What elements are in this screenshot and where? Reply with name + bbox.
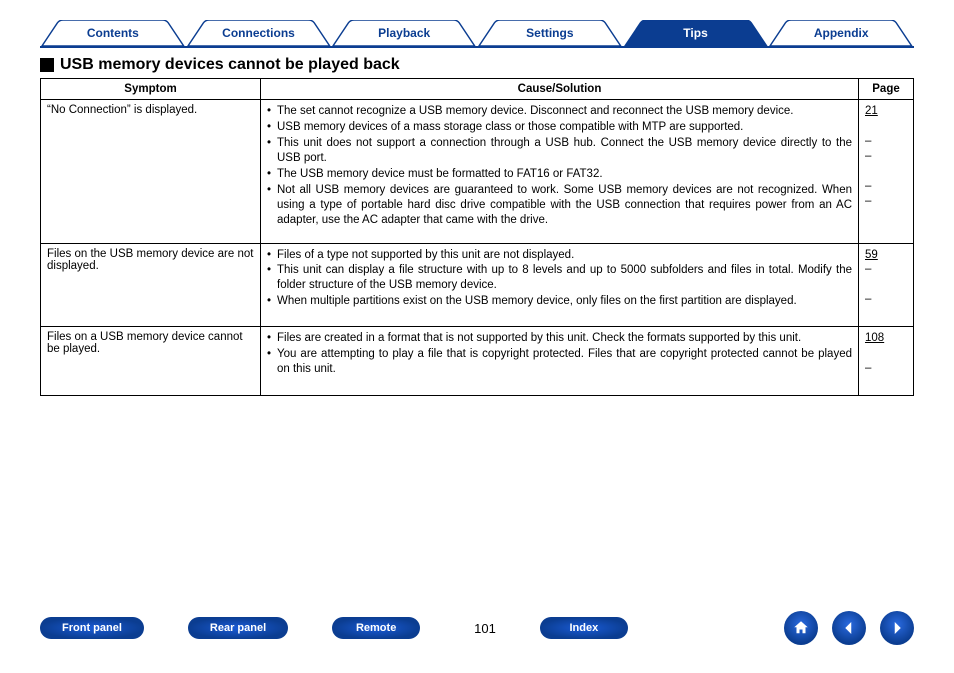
cause-item: Not all USB memory devices are guarantee… [267, 183, 852, 228]
page-dash: – [865, 262, 907, 277]
col-page: Page [859, 79, 914, 100]
cause-item: The USB memory device must be formatted … [267, 167, 852, 182]
table-row: “No Connection” is displayed. The set can… [41, 100, 914, 244]
cause-item: Files are created in a format that is no… [267, 331, 852, 346]
symptom-cell: Files on a USB memory device cannot be p… [41, 327, 261, 396]
forward-icon[interactable] [880, 611, 914, 645]
cause-item: USB memory devices of a mass storage cla… [267, 120, 852, 135]
index-button[interactable]: Index [540, 617, 628, 639]
table-row: Files on a USB memory device cannot be p… [41, 327, 914, 396]
heading-text: USB memory devices cannot be played back [60, 56, 400, 74]
page-link[interactable]: 108 [865, 331, 907, 346]
cause-item: This unit does not support a connection … [267, 136, 852, 166]
symptom-cell: Files on the USB memory device are not d… [41, 243, 261, 327]
cause-cell: Files are created in a format that is no… [261, 327, 859, 396]
troubleshoot-table: Symptom Cause/Solution Page “No Connecti… [40, 78, 914, 396]
page-dash: – [865, 194, 907, 209]
bottom-nav: Front panel Rear panel Remote 101 Index [40, 611, 914, 645]
cause-item: The set cannot recognize a USB memory de… [267, 104, 852, 119]
back-icon[interactable] [832, 611, 866, 645]
symptom-cell: “No Connection” is displayed. [41, 100, 261, 244]
cause-cell: Files of a type not supported by this un… [261, 243, 859, 327]
page-link[interactable]: 59 [865, 248, 907, 263]
heading-square-icon [40, 58, 54, 72]
page-dash: – [865, 179, 907, 194]
tab-playback[interactable]: Playback [331, 20, 477, 46]
rear-panel-button[interactable]: Rear panel [188, 617, 288, 639]
page-number: 101 [474, 621, 496, 636]
cause-cell: The set cannot recognize a USB memory de… [261, 100, 859, 244]
page-dash: – [865, 149, 907, 164]
page-dash: – [865, 134, 907, 149]
section-heading: USB memory devices cannot be played back [40, 56, 914, 74]
page-cell: 59–– [859, 243, 914, 327]
col-cause: Cause/Solution [261, 79, 859, 100]
tab-label: Settings [526, 26, 573, 40]
tab-contents[interactable]: Contents [40, 20, 186, 46]
page-dash: – [865, 292, 907, 307]
front-panel-button[interactable]: Front panel [40, 617, 144, 639]
cause-item: You are attempting to play a file that i… [267, 347, 852, 377]
page-dash: – [865, 361, 907, 376]
tab-label: Playback [378, 26, 430, 40]
top-tabs: Contents Connections Playback Settings Tips A… [40, 20, 914, 48]
tab-appendix[interactable]: Appendix [768, 20, 914, 46]
home-icon[interactable] [784, 611, 818, 645]
tab-connections[interactable]: Connections [186, 20, 332, 46]
tab-label: Contents [87, 26, 139, 40]
cause-item: This unit can display a file structure w… [267, 263, 852, 293]
cause-item: When multiple partitions exist on the US… [267, 294, 852, 309]
tab-label: Appendix [814, 26, 869, 40]
tab-tips[interactable]: Tips [623, 20, 769, 46]
tab-settings[interactable]: Settings [477, 20, 623, 46]
cause-item: Files of a type not supported by this un… [267, 248, 852, 263]
page-link[interactable]: 21 [865, 104, 907, 119]
col-symptom: Symptom [41, 79, 261, 100]
page-cell: 21–––– [859, 100, 914, 244]
remote-button[interactable]: Remote [332, 617, 420, 639]
table-row: Files on the USB memory device are not d… [41, 243, 914, 327]
tab-label: Connections [222, 26, 295, 40]
tab-label: Tips [683, 26, 707, 40]
page-cell: 108 – [859, 327, 914, 396]
